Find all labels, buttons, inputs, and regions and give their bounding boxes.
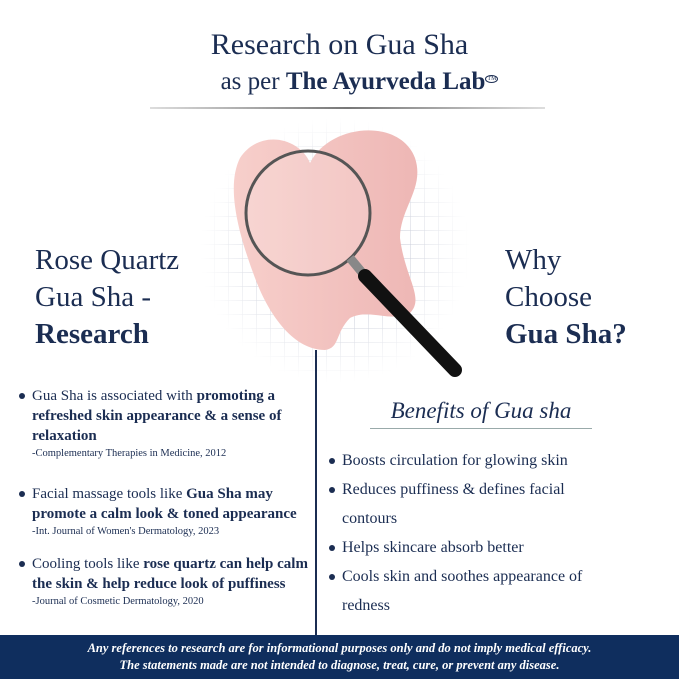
research-item: Cooling tools like rose quartz can help …	[18, 554, 318, 610]
magnifier-lens	[244, 149, 372, 277]
gua-sha-illustration	[200, 118, 470, 383]
rose-quartz-gua-sha	[233, 130, 418, 350]
disclaimer-line1: Any references to research are for infor…	[87, 641, 592, 655]
left-heading-line1: Rose Quartz	[35, 244, 180, 276]
benefit-item: Cools skin and soothes appearance of red…	[328, 562, 603, 620]
page-title: Research on Gua Sha	[210, 28, 469, 61]
research-text: Cooling tools like	[32, 556, 144, 572]
research-highlight: promoting a refreshed skin appearance & …	[32, 388, 282, 444]
benefit-item: Helps skincare absorb better	[328, 533, 628, 562]
research-list: Gua Sha is associated with promoting a r…	[18, 386, 318, 624]
trademark-mark: TM	[485, 74, 499, 83]
research-text: Gua Sha is associated with	[32, 388, 197, 404]
page-subtitle: as per The Ayurveda Lab TM	[0, 68, 679, 96]
research-text: Facial massage tools like	[32, 486, 187, 502]
subtitle-prefix: as per	[220, 68, 280, 95]
benefits-title: Benefits of Gua sha	[370, 398, 592, 429]
research-item: Facial massage tools like Gua Sha may pr…	[18, 484, 318, 540]
left-heading: Rose Quartz Gua Sha - Research	[35, 242, 179, 353]
research-highlight: Gua Sha may promote a calm look & toned …	[32, 486, 297, 522]
research-citation: -Journal of Cosmetic Dermatology, 2020	[32, 596, 204, 607]
left-heading-bold: Research	[35, 318, 149, 350]
right-heading-line2: Choose	[505, 281, 592, 313]
right-heading-bold: Gua Sha?	[505, 318, 627, 350]
benefits-list: Boosts circulation for glowing skin Redu…	[328, 446, 628, 620]
right-heading: Why Choose Gua Sha?	[505, 242, 627, 353]
research-citation: -Int. Journal of Women's Dermatology, 20…	[32, 526, 220, 537]
research-citation: -Complementary Therapies in Medicine, 20…	[32, 448, 227, 459]
column-divider	[315, 350, 317, 636]
left-heading-line2: Gua Sha -	[35, 281, 151, 313]
disclaimer-footer: Any references to research are for infor…	[0, 635, 679, 679]
benefit-item: Reduces puffiness & defines facial conto…	[328, 475, 598, 533]
header-divider	[150, 107, 545, 109]
disclaimer-line2: The statements made are not intended to …	[119, 658, 560, 672]
right-heading-line1: Why	[505, 244, 562, 276]
benefit-item: Boosts circulation for glowing skin	[328, 446, 628, 475]
research-item: Gua Sha is associated with promoting a r…	[18, 386, 318, 462]
magnifier-handle	[358, 269, 462, 377]
brand-name: The Ayurveda Lab	[285, 68, 486, 95]
research-highlight: rose quartz can help calm the skin & hel…	[32, 556, 308, 592]
